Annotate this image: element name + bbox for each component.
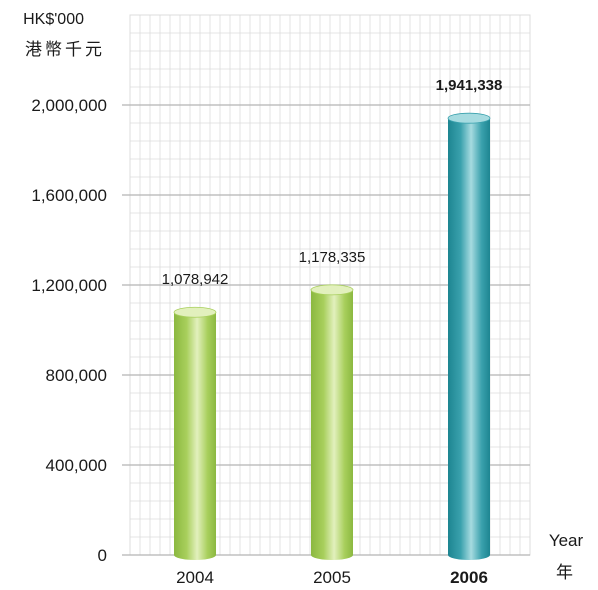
bar-body [311, 289, 353, 560]
data-label: 1,078,942 [162, 271, 229, 288]
x-tick-label: 2005 [313, 568, 351, 587]
y-tick-label: 800,000 [46, 366, 107, 385]
y-tick-label: 2,000,000 [31, 96, 107, 115]
x-tick-label: 2006 [450, 568, 488, 587]
data-label: 1,178,335 [299, 249, 366, 266]
bar-top [310, 284, 354, 296]
x-axis-label-cn: 年 [556, 563, 576, 583]
unit-label-cn: 港幣千元 [25, 40, 105, 60]
bar-body [174, 312, 216, 560]
y-tick-label: 400,000 [46, 456, 107, 475]
y-tick-label: 1,200,000 [31, 276, 107, 295]
x-axis-label: Year [549, 531, 584, 550]
x-tick-label: 2004 [176, 568, 214, 587]
y-tick-label: 1,600,000 [31, 186, 107, 205]
x-axis-categories: 2004 2005 2006 [176, 568, 488, 587]
data-label: 1,941,338 [436, 77, 503, 94]
bar-body [448, 118, 490, 561]
bar-2005: 1,178,335 [299, 249, 366, 560]
y-tick-label: 0 [98, 546, 107, 565]
bar-top [173, 306, 217, 318]
bar-top [447, 112, 491, 124]
bar-2004: 1,078,942 [162, 271, 229, 560]
bar-2006: 1,941,338 [436, 77, 503, 561]
bars: 1,078,942 1,178,335 1,941,338 [162, 77, 503, 561]
unit-label: HK$'000 [23, 11, 84, 28]
